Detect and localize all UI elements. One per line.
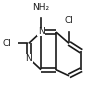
Text: Cl: Cl — [65, 16, 74, 25]
Text: N: N — [25, 54, 32, 63]
Text: NH₂: NH₂ — [32, 3, 50, 12]
FancyBboxPatch shape — [37, 28, 45, 36]
Text: Cl: Cl — [2, 39, 11, 48]
FancyBboxPatch shape — [64, 21, 74, 29]
FancyBboxPatch shape — [8, 39, 18, 48]
Text: N: N — [38, 28, 44, 36]
FancyBboxPatch shape — [34, 7, 48, 15]
FancyBboxPatch shape — [25, 54, 33, 63]
